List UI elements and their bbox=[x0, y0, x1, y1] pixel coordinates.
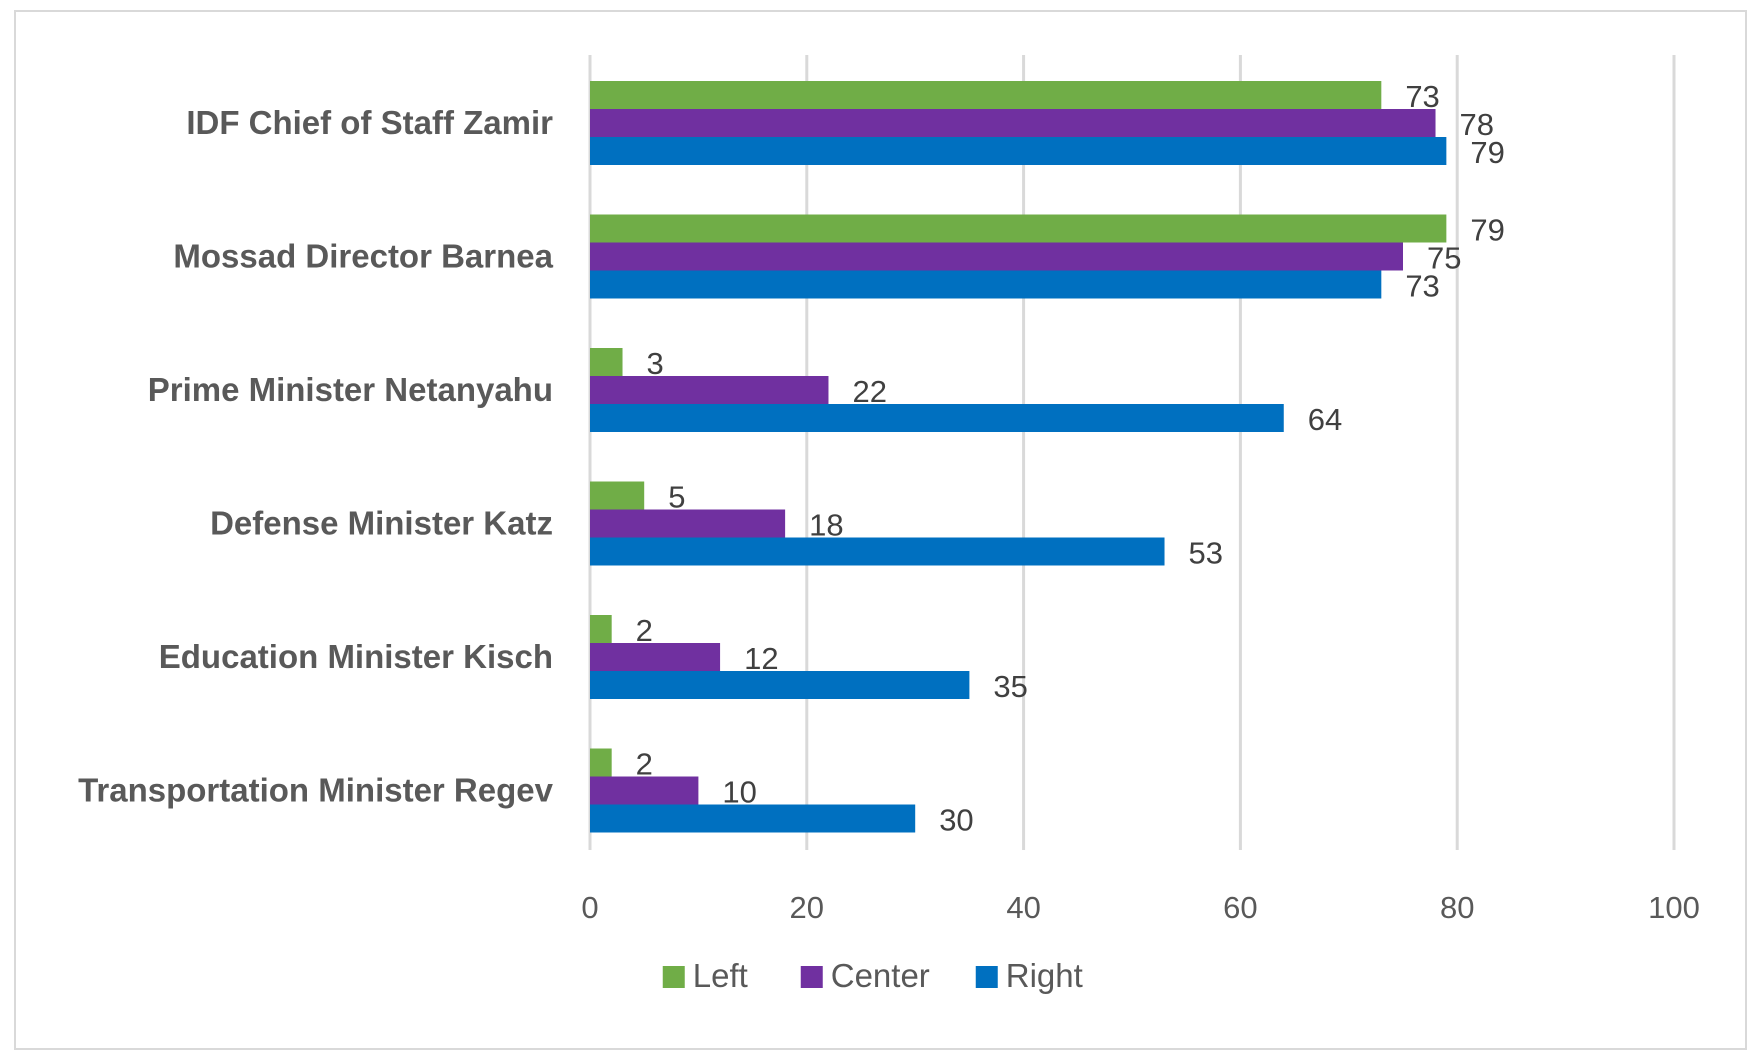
bar-right-idf-chief-of-staff-zamir bbox=[590, 137, 1447, 165]
bar-right-mossad-director-barnea bbox=[590, 270, 1382, 299]
data-label-left-idf-chief-of-staff-zamir: 73 bbox=[1405, 79, 1439, 114]
category-label-idf-chief-of-staff-zamir: IDF Chief of Staff Zamir bbox=[186, 104, 553, 141]
category-label-transportation-minister-regev: Transportation Minister Regev bbox=[78, 772, 554, 809]
data-label-center-transportation-minister-regev: 10 bbox=[722, 775, 756, 810]
bar-right-prime-minister-netanyahu bbox=[590, 404, 1284, 432]
data-label-left-prime-minister-netanyahu: 3 bbox=[647, 346, 664, 381]
bars bbox=[590, 81, 1447, 833]
bar-center-transportation-minister-regev bbox=[590, 776, 699, 805]
category-label-defense-minister-katz: Defense Minister Katz bbox=[210, 505, 553, 542]
category-label-prime-minister-netanyahu: Prime Minister Netanyahu bbox=[148, 371, 553, 408]
legend-swatch-left bbox=[662, 966, 685, 988]
category-label-education-minister-kisch: Education Minister Kisch bbox=[159, 638, 553, 675]
data-label-right-mossad-director-barnea: 73 bbox=[1405, 269, 1439, 304]
data-label-left-defense-minister-katz: 5 bbox=[668, 480, 685, 515]
data-label-right-prime-minister-netanyahu: 64 bbox=[1308, 402, 1342, 437]
data-label-center-idf-chief-of-staff-zamir: 78 bbox=[1460, 107, 1494, 142]
legend-label-left: Left bbox=[693, 957, 748, 994]
bar-center-defense-minister-katz bbox=[590, 509, 786, 538]
bar-left-defense-minister-katz bbox=[590, 481, 645, 510]
x-tick-label-60: 60 bbox=[1223, 890, 1257, 925]
data-label-left-education-minister-kisch: 2 bbox=[636, 613, 653, 648]
x-tick-label-0: 0 bbox=[581, 890, 598, 925]
bar-center-idf-chief-of-staff-zamir bbox=[590, 109, 1436, 137]
bar-left-mossad-director-barnea bbox=[590, 214, 1447, 243]
legend: Left Center Right bbox=[662, 957, 1083, 994]
bar-center-mossad-director-barnea bbox=[590, 242, 1403, 271]
legend-label-right: Right bbox=[1006, 957, 1083, 994]
legend-swatch-center bbox=[800, 966, 823, 988]
x-tick-label-20: 20 bbox=[790, 890, 824, 925]
category-label-mossad-director-barnea: Mossad Director Barnea bbox=[173, 238, 553, 275]
bar-left-idf-chief-of-staff-zamir bbox=[590, 81, 1382, 109]
legend-label-center: Center bbox=[831, 957, 930, 994]
data-label-right-transportation-minister-regev: 30 bbox=[939, 803, 973, 838]
gridlines bbox=[588, 55, 1676, 850]
value-axis: 0 20 40 60 80 100 bbox=[581, 890, 1699, 925]
data-label-center-prime-minister-netanyahu: 22 bbox=[852, 374, 886, 409]
data-label-left-transportation-minister-regev: 2 bbox=[636, 747, 653, 782]
data-label-center-defense-minister-katz: 18 bbox=[809, 508, 843, 543]
bar-center-education-minister-kisch bbox=[590, 643, 721, 671]
bar-right-transportation-minister-regev bbox=[590, 804, 916, 833]
data-label-left-mossad-director-barnea: 79 bbox=[1470, 213, 1504, 248]
bar-left-education-minister-kisch bbox=[590, 615, 612, 643]
x-tick-label-80: 80 bbox=[1440, 890, 1474, 925]
data-label-right-idf-chief-of-staff-zamir: 79 bbox=[1470, 135, 1504, 170]
x-tick-label-100: 100 bbox=[1648, 890, 1700, 925]
x-tick-label-40: 40 bbox=[1006, 890, 1040, 925]
bar-center-prime-minister-netanyahu bbox=[590, 376, 829, 404]
data-label-right-defense-minister-katz: 53 bbox=[1189, 536, 1223, 571]
category-axis: IDF Chief of Staff Zamir Mossad Director … bbox=[78, 104, 554, 809]
bar-left-prime-minister-netanyahu bbox=[590, 348, 623, 376]
bar-right-defense-minister-katz bbox=[590, 537, 1165, 566]
legend-swatch-right bbox=[975, 966, 998, 988]
data-label-center-mossad-director-barnea: 75 bbox=[1427, 241, 1461, 276]
data-label-center-education-minister-kisch: 12 bbox=[744, 641, 778, 676]
data-label-right-education-minister-kisch: 35 bbox=[993, 669, 1027, 704]
bar-left-transportation-minister-regev bbox=[590, 748, 612, 777]
bar-right-education-minister-kisch bbox=[590, 671, 970, 699]
